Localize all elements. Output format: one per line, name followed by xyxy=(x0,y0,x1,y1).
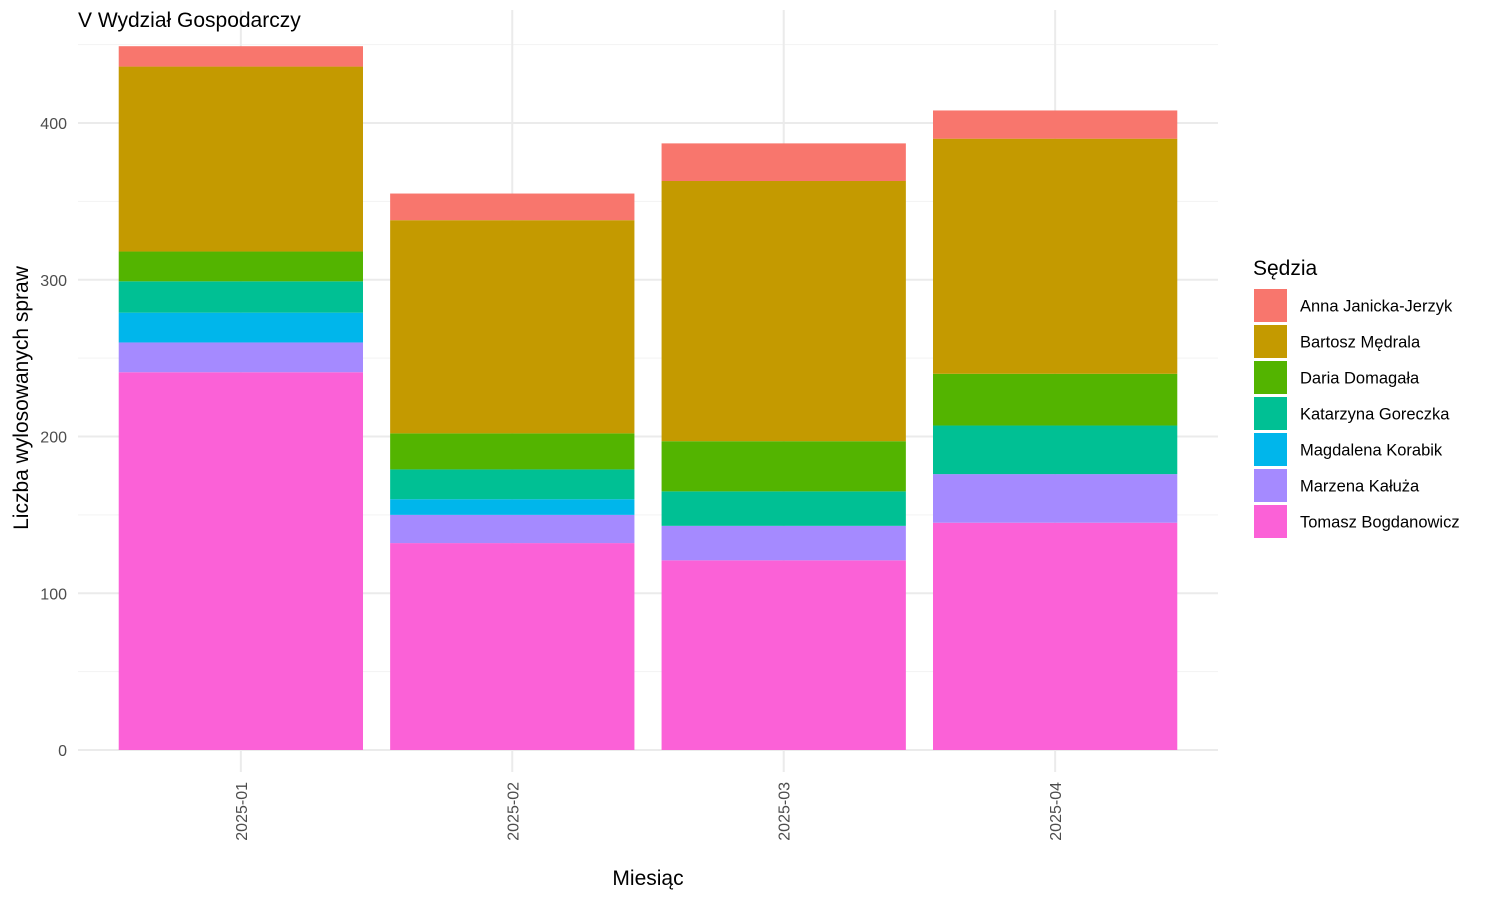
bar-segment xyxy=(661,560,906,750)
y-axis: 0 100 200 300 400 xyxy=(40,116,67,760)
x-tick-label: 2025-01 xyxy=(234,782,251,841)
bar-segment xyxy=(933,425,1178,475)
bars xyxy=(118,46,1178,750)
legend-key xyxy=(1254,505,1287,538)
legend: Sędzia Anna Janicka-Jerzyk Bartosz Mędral… xyxy=(1253,257,1460,538)
bar-segment xyxy=(118,281,363,313)
legend-label: Tomasz Bogdanowicz xyxy=(1300,514,1460,532)
legend-label: Daria Domagała xyxy=(1300,370,1420,388)
legend-key xyxy=(1254,469,1287,502)
bar-segment xyxy=(390,469,635,500)
x-tick-label: 2025-04 xyxy=(1048,782,1065,841)
bar-segment xyxy=(390,543,635,750)
legend-key xyxy=(1254,397,1287,430)
legend-label: Marzena Kałuża xyxy=(1300,478,1420,496)
y-tick-label: 400 xyxy=(40,116,67,133)
legend-label: Anna Janicka-Jerzyk xyxy=(1300,298,1453,316)
bar-segment xyxy=(390,433,635,470)
x-tick-label: 2025-03 xyxy=(777,782,794,841)
bar-segment xyxy=(118,251,363,282)
bar-segment xyxy=(118,46,363,67)
bar-segment xyxy=(933,138,1178,374)
y-tick-label: 200 xyxy=(40,430,67,447)
bar-segment xyxy=(661,441,906,492)
legend-title: Sędzia xyxy=(1253,257,1318,280)
legend-label: Bartosz Mędrala xyxy=(1300,334,1421,352)
bar-segment xyxy=(933,373,1178,426)
legend-key xyxy=(1254,433,1287,466)
bar-segment xyxy=(933,474,1178,523)
y-axis-title: Liczba wylosowanych spraw xyxy=(10,265,33,530)
y-tick-label: 0 xyxy=(58,743,67,760)
bar-segment xyxy=(661,491,906,526)
bar-segment xyxy=(390,499,635,515)
bar-segment xyxy=(118,312,363,343)
bar-segment xyxy=(390,514,635,544)
bar-segment xyxy=(933,110,1178,139)
bar-segment xyxy=(661,180,906,442)
x-axis-title: Miesiąc xyxy=(612,867,683,890)
y-tick-label: 100 xyxy=(40,586,67,603)
bar-segment xyxy=(661,525,906,561)
bar-segment xyxy=(661,143,906,181)
chart-title: V Wydział Gospodarczy xyxy=(78,9,301,32)
bar-segment xyxy=(118,342,363,373)
x-tick-label: 2025-02 xyxy=(505,782,522,841)
legend-label: Magdalena Korabik xyxy=(1300,442,1443,460)
bar-segment xyxy=(390,220,635,434)
bar-segment xyxy=(118,372,363,750)
bar-segment xyxy=(118,66,363,252)
legend-label: Katarzyna Goreczka xyxy=(1300,406,1450,424)
y-tick-label: 300 xyxy=(40,273,67,290)
legend-key xyxy=(1254,289,1287,322)
x-axis: 2025-01 2025-02 2025-03 2025-04 xyxy=(234,782,1065,841)
bar-segment xyxy=(390,193,635,221)
legend-key xyxy=(1254,325,1287,358)
bar-segment xyxy=(933,522,1178,750)
legend-key xyxy=(1254,361,1287,394)
